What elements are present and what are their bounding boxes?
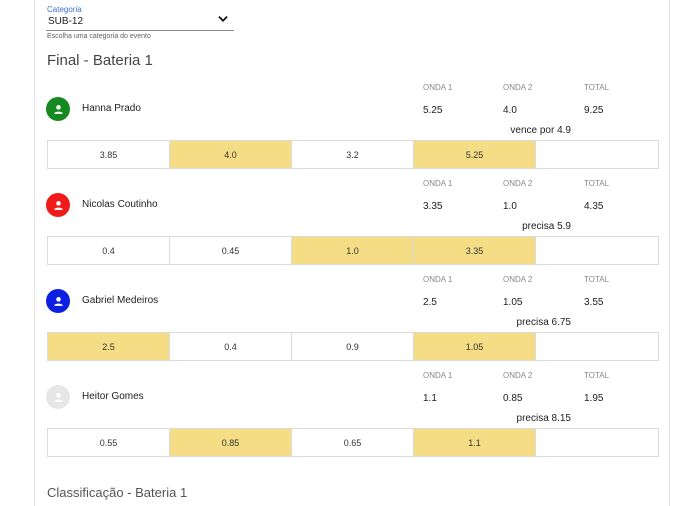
category-value[interactable]: SUB-12 — [48, 16, 84, 27]
wave1-score: 5.25 — [423, 105, 443, 116]
wave-score-cell: 0.65 — [292, 429, 414, 456]
wave-score-cell: 4.0 — [170, 141, 292, 168]
wave-score-cell — [536, 141, 658, 168]
result-status: vence por 4.9 — [510, 125, 571, 136]
total-header: TOTAL — [584, 275, 610, 284]
result-status: precisa 6.75 — [516, 317, 571, 328]
wave-score-cell: 5.25 — [414, 141, 536, 168]
athlete-row: Hanna Prado ONDA 1 5.25 ONDA 2 4.0 TOTAL 9.25 v… — [0, 83, 683, 179]
wave-score-cell — [536, 333, 658, 360]
wave2-score: 1.0 — [503, 201, 517, 212]
wave-score-cell: 3.35 — [414, 237, 536, 264]
chevron-down-icon[interactable] — [216, 12, 230, 26]
wave-scores-row: 0.55 0.85 0.65 1.1 — [47, 428, 659, 457]
athlete-row: Heitor Gomes ONDA 1 1.1 ONDA 2 0.85 TOTAL 1.95… — [0, 371, 683, 467]
next-heat-title: Classificação - Bateria 1 — [47, 485, 188, 500]
wave-score-cell: 1.0 — [292, 237, 414, 264]
wave-score-cell: 0.4 — [170, 333, 292, 360]
wave1-header: ONDA 1 — [423, 179, 453, 188]
category-helper-text: Escolha uma categoria do evento — [47, 33, 151, 40]
avatar — [46, 193, 70, 217]
wave-score-cell — [536, 237, 658, 264]
result-status: precisa 8.15 — [516, 413, 571, 424]
category-label: Categoria — [47, 5, 82, 14]
athlete-name: Nicolas Coutinho — [82, 199, 158, 210]
wave2-score: 0.85 — [503, 393, 523, 404]
total-score: 1.95 — [584, 393, 604, 404]
total-score: 9.25 — [584, 105, 604, 116]
wave1-header: ONDA 1 — [423, 83, 453, 92]
wave-score-cell: 0.9 — [292, 333, 414, 360]
wave-score-cell: 0.4 — [48, 237, 170, 264]
wave-score-cell: 1.1 — [414, 429, 536, 456]
avatar — [46, 289, 70, 313]
wave-score-cell: 2.5 — [48, 333, 170, 360]
wave1-score: 2.5 — [423, 297, 437, 308]
content-panel — [34, 0, 670, 506]
wave2-header: ONDA 2 — [503, 179, 533, 188]
athlete-row: Gabriel Medeiros ONDA 1 2.5 ONDA 2 1.05 TOTAL… — [0, 275, 683, 371]
total-header: TOTAL — [584, 83, 610, 92]
wave-score-cell — [536, 429, 658, 456]
wave-score-cell: 3.2 — [292, 141, 414, 168]
total-header: TOTAL — [584, 371, 610, 380]
athlete-name: Gabriel Medeiros — [82, 295, 159, 306]
total-header: TOTAL — [584, 179, 610, 188]
wave2-header: ONDA 2 — [503, 83, 533, 92]
person-icon — [52, 391, 65, 404]
wave-score-cell: 0.85 — [170, 429, 292, 456]
avatar — [46, 385, 70, 409]
wave-score-cell: 3.85 — [48, 141, 170, 168]
wave-score-cell: 0.55 — [48, 429, 170, 456]
wave-scores-row: 0.4 0.45 1.0 3.35 — [47, 236, 659, 265]
person-icon — [52, 295, 65, 308]
wave-scores-row: 2.5 0.4 0.9 1.05 — [47, 332, 659, 361]
result-status: precisa 5.9 — [522, 221, 571, 232]
athlete-name: Heitor Gomes — [82, 391, 144, 402]
athlete-row: Nicolas Coutinho ONDA 1 3.35 ONDA 2 1.0 TOTAL… — [0, 179, 683, 275]
wave1-score: 1.1 — [423, 393, 437, 404]
wave1-header: ONDA 1 — [423, 275, 453, 284]
wave-score-cell: 0.45 — [170, 237, 292, 264]
wave-scores-row: 3.85 4.0 3.2 5.25 — [47, 140, 659, 169]
wave2-score: 1.05 — [503, 297, 523, 308]
person-icon — [52, 103, 65, 116]
wave2-header: ONDA 2 — [503, 275, 533, 284]
athlete-name: Hanna Prado — [82, 103, 141, 114]
wave-score-cell: 1.05 — [414, 333, 536, 360]
category-underline — [46, 30, 234, 31]
heat-title: Final - Bateria 1 — [47, 52, 153, 69]
avatar — [46, 97, 70, 121]
wave2-header: ONDA 2 — [503, 371, 533, 380]
total-score: 4.35 — [584, 201, 604, 212]
wave1-score: 3.35 — [423, 201, 443, 212]
wave2-score: 4.0 — [503, 105, 517, 116]
total-score: 3.55 — [584, 297, 604, 308]
person-icon — [52, 199, 65, 212]
wave1-header: ONDA 1 — [423, 371, 453, 380]
